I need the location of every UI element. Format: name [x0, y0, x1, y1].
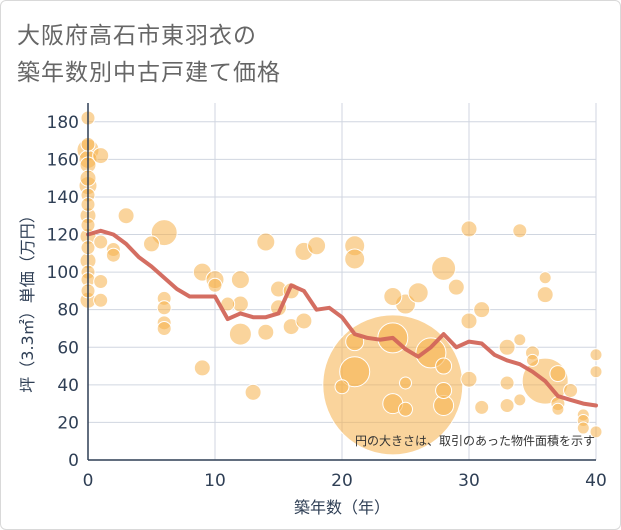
y-tick-label: 0 [68, 451, 79, 471]
average-line-group [86, 228, 598, 408]
x-tick-label: 30 [458, 471, 480, 491]
bubble-series [76, 110, 603, 456]
data-point [498, 338, 516, 356]
data-point [334, 379, 350, 395]
x-tick-labels: 0 10 20 30 40 [83, 471, 607, 491]
data-point [576, 421, 590, 435]
data-point [538, 271, 552, 285]
bubble-size-note: 円の大きさは、取引のあった物件面積を示す [355, 433, 595, 448]
data-point [499, 375, 515, 391]
data-point [551, 402, 565, 416]
x-tick-label: 40 [585, 471, 607, 491]
y-tick-label: 100 [47, 263, 79, 283]
data-point [156, 320, 172, 336]
axes [87, 103, 596, 461]
y-tick-label: 120 [47, 226, 79, 246]
x-axis-label: 築年数（年） [294, 498, 390, 517]
y-tick-label: 80 [57, 301, 79, 321]
data-point [398, 401, 413, 417]
data-point [460, 220, 478, 238]
data-point [447, 278, 465, 296]
data-point [399, 376, 412, 390]
y-tick-label: 160 [47, 150, 79, 170]
data-point [526, 353, 539, 367]
data-point [499, 398, 515, 414]
x-tick-label: 20 [331, 471, 353, 491]
data-point [256, 232, 276, 252]
data-point [513, 393, 527, 407]
y-axis-label: 坪（3.3㎡）単価（万円） [18, 207, 37, 392]
data-point [513, 333, 527, 347]
data-point [92, 147, 110, 165]
data-point [230, 270, 250, 290]
data-point [244, 383, 262, 401]
data-point [474, 399, 490, 415]
data-point [207, 277, 223, 293]
data-point [473, 301, 491, 319]
chart-title-line-2: 築年数別中古戸建て価格 [17, 60, 281, 86]
data-point [295, 312, 313, 330]
data-point [435, 381, 453, 399]
data-point [435, 357, 453, 375]
chart-title-line-1: 大阪府高石市東羽衣の [17, 23, 257, 49]
data-point [383, 287, 403, 307]
data-point [431, 255, 457, 281]
data-point [193, 359, 211, 377]
data-point [93, 234, 109, 250]
data-point [339, 356, 371, 388]
data-point [407, 282, 429, 304]
data-point [307, 236, 327, 256]
data-point [105, 247, 121, 263]
data-point [257, 323, 275, 341]
grid-lines [88, 103, 597, 460]
data-point [589, 348, 603, 362]
data-point [549, 365, 567, 383]
x-tick-label: 0 [83, 471, 94, 491]
x-tick-label: 10 [204, 471, 226, 491]
data-point [117, 207, 135, 225]
data-point [563, 382, 579, 398]
y-tick-labels: 0 20 40 60 80 100 120 140 160 180 [47, 113, 79, 471]
data-point [589, 365, 603, 379]
y-tick-label: 60 [57, 338, 79, 358]
y-tick-label: 180 [47, 113, 79, 133]
data-point [93, 292, 109, 308]
data-point [589, 425, 603, 439]
data-point [536, 286, 554, 304]
data-point [143, 235, 160, 253]
average-line [86, 228, 598, 408]
data-point [460, 312, 478, 330]
data-point [228, 322, 252, 346]
y-tick-label: 140 [47, 188, 79, 208]
data-point [93, 274, 109, 289]
data-point [344, 248, 366, 270]
data-point [156, 300, 172, 316]
data-point [512, 223, 528, 239]
data-point [460, 370, 478, 388]
y-tick-label: 20 [57, 413, 79, 433]
y-tick-label: 40 [57, 376, 79, 396]
